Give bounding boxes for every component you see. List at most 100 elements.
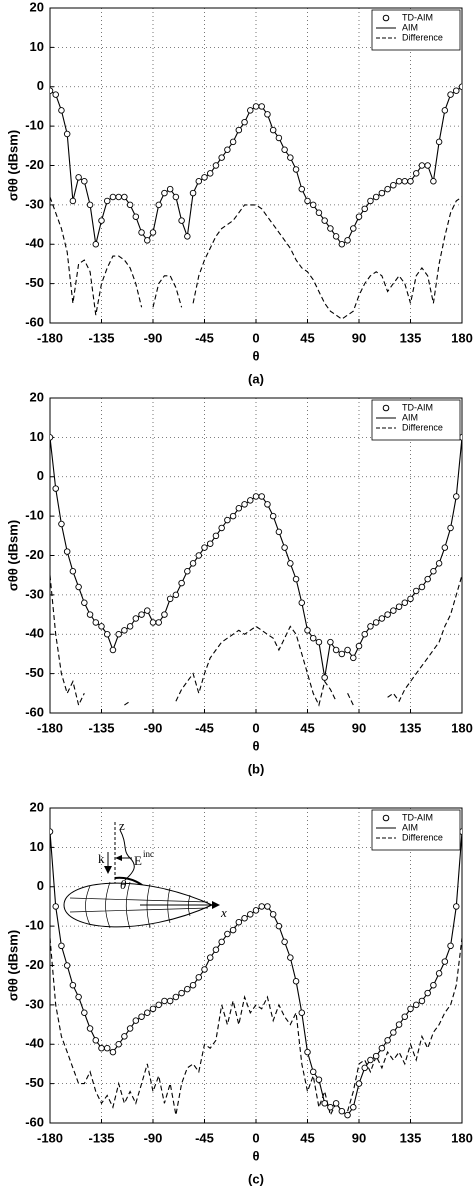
- e-arrow-head: [115, 855, 122, 861]
- marker: [103, 197, 111, 205]
- marker: [201, 544, 208, 551]
- marker: [195, 974, 203, 981]
- marker: [155, 201, 162, 209]
- marker: [195, 177, 203, 185]
- y-tick-label: -20: [25, 547, 44, 562]
- marker: [275, 528, 283, 536]
- marker: [372, 619, 380, 626]
- series-line: [50, 196, 462, 320]
- x-arrow-head: [212, 901, 220, 909]
- marker: [247, 911, 254, 918]
- marker: [201, 174, 208, 181]
- x-tick-label: 45: [300, 1130, 314, 1145]
- marker: [401, 1013, 409, 1020]
- x-tick-label: 180: [451, 720, 473, 735]
- marker: [86, 611, 94, 618]
- marker: [298, 1009, 306, 1017]
- marker: [115, 1040, 122, 1048]
- x-tick-label: -135: [88, 330, 114, 345]
- marker: [309, 201, 317, 209]
- y-tick-label: 20: [30, 389, 44, 404]
- marker: [412, 170, 420, 177]
- y-tick-label: 20: [30, 799, 44, 814]
- marker: [247, 497, 254, 504]
- marker: [109, 646, 117, 654]
- legend-marker: [382, 814, 390, 822]
- marker: [229, 138, 237, 146]
- marker: [212, 532, 220, 540]
- x-tick-label: 180: [451, 1130, 473, 1145]
- marker: [126, 1025, 134, 1032]
- marker: [81, 177, 88, 185]
- marker: [212, 946, 220, 954]
- marker: [355, 213, 363, 220]
- marker: [378, 189, 386, 197]
- y-tick-label: 10: [30, 839, 44, 854]
- marker: [355, 642, 363, 650]
- marker: [86, 1025, 94, 1032]
- x-tick-label: -90: [144, 1130, 163, 1145]
- marker: [407, 595, 414, 603]
- chart: -180 -135 -90 -45 0 45 90 135 180 -60 -50 -40 -30 -20…: [5, 799, 472, 1186]
- marker: [121, 1033, 128, 1040]
- marker: [132, 1017, 140, 1024]
- marker: [241, 915, 248, 922]
- marker: [281, 938, 288, 946]
- marker: [184, 985, 191, 993]
- marker: [229, 512, 237, 520]
- x-tick-label: -180: [37, 330, 63, 345]
- x-axis-label: θ: [252, 738, 259, 753]
- x-tick-label: -90: [144, 330, 163, 345]
- marker: [166, 185, 174, 193]
- marker: [361, 205, 368, 213]
- legend-marker: [382, 14, 390, 22]
- marker: [149, 229, 157, 236]
- marker: [344, 646, 351, 654]
- y-tick-label: -10: [25, 918, 44, 933]
- marker: [281, 544, 288, 551]
- marker: [441, 107, 449, 114]
- marker: [355, 1080, 363, 1087]
- y-tick-label: -40: [25, 1036, 44, 1051]
- marker: [367, 1056, 374, 1064]
- marker: [309, 1068, 317, 1076]
- marker: [447, 942, 454, 950]
- x-tick-label: 0: [252, 1130, 259, 1145]
- marker: [172, 993, 180, 1001]
- marker: [412, 1001, 420, 1009]
- marker: [218, 154, 225, 161]
- marker: [69, 981, 77, 989]
- marker: [332, 646, 340, 654]
- marker: [184, 233, 191, 240]
- marker: [281, 146, 288, 153]
- plot-area: [50, 828, 462, 1119]
- marker: [235, 918, 243, 926]
- marker: [401, 599, 409, 607]
- marker: [126, 201, 134, 209]
- plot-area: [50, 83, 462, 320]
- legend-marker: [382, 404, 390, 412]
- marker: [178, 579, 185, 587]
- marker: [63, 130, 71, 138]
- label-inc: inc: [143, 849, 154, 859]
- marker: [269, 126, 277, 134]
- series-line: [50, 437, 462, 678]
- marker: [50, 828, 54, 835]
- marker: [390, 1029, 397, 1036]
- marker: [441, 958, 449, 965]
- marker: [121, 193, 128, 201]
- legend-label: Difference: [402, 32, 443, 42]
- marker: [424, 989, 431, 997]
- marker: [458, 83, 462, 90]
- marker: [92, 619, 100, 626]
- marker: [453, 493, 460, 500]
- marker: [166, 997, 174, 1005]
- marker: [412, 587, 420, 595]
- plot-frame: [49, 807, 463, 1124]
- legend-label: Difference: [402, 832, 443, 842]
- legend-label: TD-AIM: [402, 12, 433, 22]
- marker: [63, 962, 71, 969]
- y-tick-label: 20: [30, 0, 44, 14]
- marker: [115, 631, 122, 638]
